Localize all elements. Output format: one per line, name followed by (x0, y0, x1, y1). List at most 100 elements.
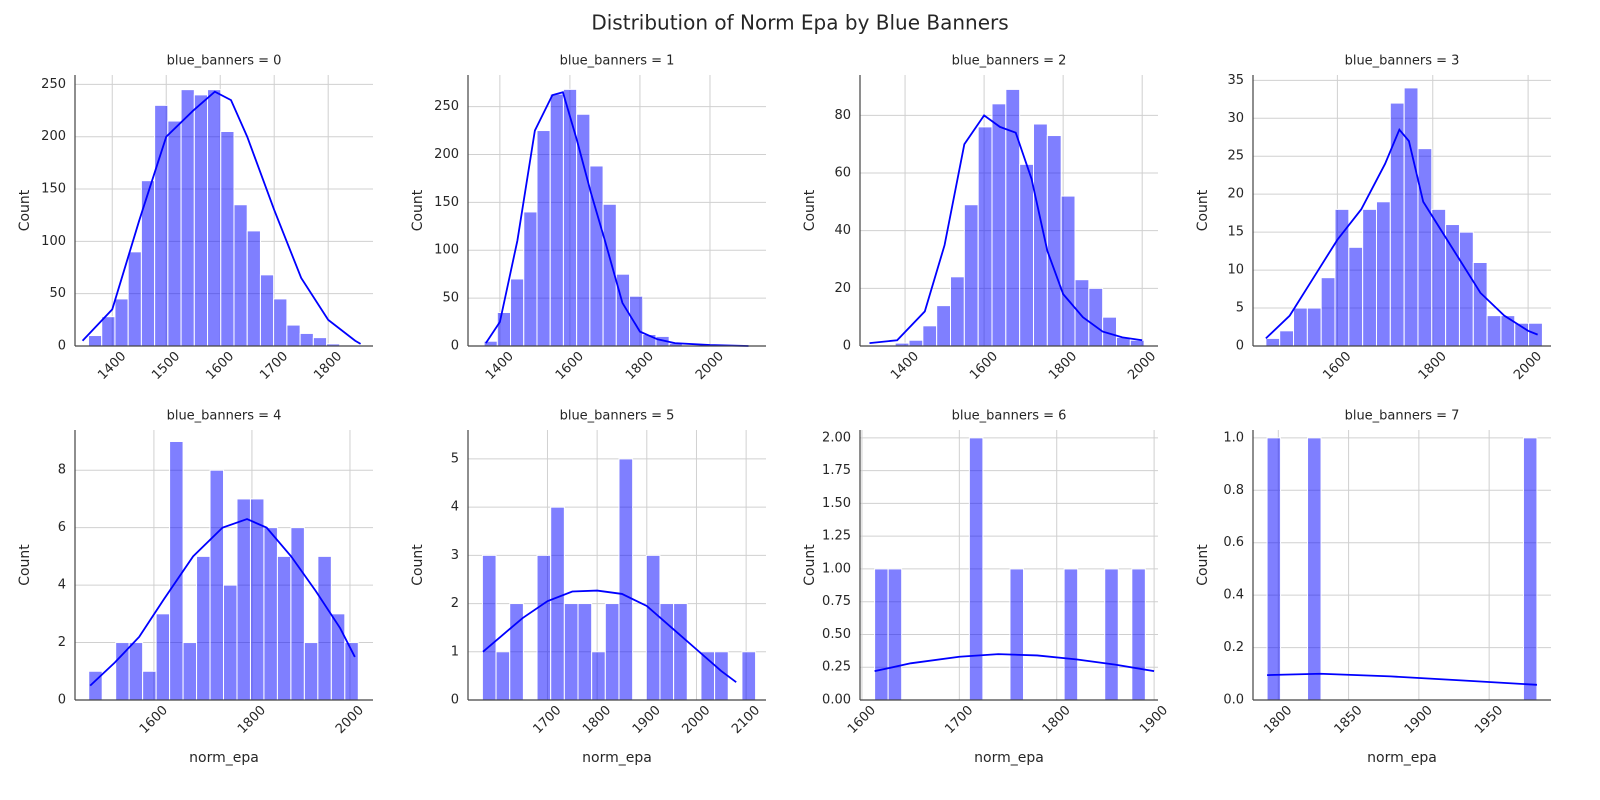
histogram-bar (874, 568, 889, 701)
histogram-bar (563, 603, 579, 701)
histogram-bar (1307, 437, 1322, 701)
x-tick-label: 1800 (1261, 703, 1295, 737)
histogram-bar (481, 554, 497, 701)
y-tick-label: 60 (834, 166, 851, 181)
histogram-bar (196, 555, 211, 701)
y-tick-label: 2 (58, 635, 66, 650)
histogram-bar (510, 278, 525, 347)
histogram-bar (193, 94, 209, 347)
histogram-bar (236, 498, 251, 701)
y-tick-label: 100 (41, 234, 66, 249)
histogram-bar (577, 603, 593, 701)
y-tick-label: 40 (834, 223, 851, 238)
y-tick-label: 0 (451, 693, 459, 708)
histogram-bar (263, 527, 278, 701)
histogram-bar (276, 555, 292, 701)
x-tick-label: 1400 (95, 349, 129, 383)
histogram-bar (1266, 437, 1282, 701)
x-tick-label: 1700 (530, 703, 564, 737)
y-tick-label: 4 (58, 578, 66, 593)
histogram-bar (1131, 568, 1146, 701)
y-axis-label: Count (802, 189, 818, 231)
histogram-bar (618, 458, 634, 701)
y-tick-label: 50 (49, 286, 66, 301)
y-tick-label: 0 (1236, 339, 1244, 354)
histogram-bar (312, 337, 328, 347)
y-tick-label: 50 (442, 291, 459, 306)
y-tick-label: 0 (451, 339, 459, 354)
histogram-bar (536, 130, 551, 347)
histogram-bar (991, 103, 1007, 347)
y-tick-label: 0.8 (1223, 483, 1244, 498)
y-tick-label: 250 (434, 99, 459, 114)
histogram-bar (922, 325, 938, 347)
histogram-bar (1389, 102, 1405, 347)
histogram-bar (167, 120, 182, 347)
histogram-bar (220, 131, 235, 347)
x-tick-label: 1800 (580, 703, 614, 737)
x-tick-label: 1600 (845, 703, 879, 737)
y-tick-label: 25 (1227, 149, 1244, 164)
histogram-bar (887, 568, 903, 701)
histogram-bar (1088, 287, 1104, 347)
y-tick-label: 15 (1227, 225, 1244, 240)
subplot-title: blue_banners = 1 (560, 54, 675, 69)
x-tick-label: 1500 (149, 349, 183, 383)
x-tick-label: 1800 (1046, 349, 1080, 383)
histogram-bar (1458, 231, 1474, 347)
y-tick-label: 1 (451, 644, 459, 659)
y-tick-label: 0.00 (822, 693, 851, 708)
kde-line (485, 91, 749, 347)
histogram-bar (1431, 208, 1447, 347)
histogram-bar (127, 251, 142, 347)
histogram-bar (1060, 195, 1076, 347)
y-axis-label: Count (17, 544, 33, 586)
y-tick-label: 100 (434, 243, 459, 258)
kde-line (81, 90, 362, 345)
y-tick-label: 20 (1227, 187, 1244, 202)
histogram-bar (1348, 246, 1364, 347)
histogram-bar (223, 584, 238, 701)
y-axis-label: Count (17, 189, 33, 231)
histogram-bar (1265, 337, 1281, 347)
histogram-bar (246, 230, 261, 347)
y-tick-label: 10 (1227, 263, 1244, 278)
y-tick-label: 80 (834, 108, 851, 123)
x-tick-label: 1800 (623, 349, 657, 383)
histogram-bar (523, 211, 538, 347)
x-tick-label: 2100 (729, 703, 763, 737)
y-axis-label: Count (1195, 189, 1211, 231)
x-tick-label: 2000 (693, 349, 727, 383)
y-tick-label: 1.00 (822, 561, 851, 576)
y-tick-label: 250 (41, 77, 66, 92)
y-tick-label: 35 (1227, 73, 1244, 88)
histogram-bar (1334, 208, 1350, 347)
y-tick-label: 2 (451, 596, 459, 611)
histogram-bar (180, 89, 195, 347)
y-tick-label: 1.25 (822, 529, 851, 544)
histogram-bar (1417, 148, 1433, 347)
x-tick-label: 1600 (137, 703, 171, 737)
histogram-bar (977, 126, 993, 347)
histogram-bar (1362, 208, 1377, 347)
x-tick-label: 1850 (1332, 703, 1366, 737)
histogram-bar (273, 298, 288, 347)
y-tick-label: 0.25 (822, 660, 851, 675)
histogram-bar (317, 555, 332, 701)
kde-line (1267, 672, 1537, 686)
histogram-bar (1033, 123, 1048, 347)
x-tick-label: 1900 (1137, 703, 1171, 737)
y-tick-label: 0.6 (1223, 535, 1244, 550)
histogram-bar (207, 89, 222, 347)
x-tick-label: 1600 (203, 349, 237, 383)
histogram-bar (155, 613, 171, 701)
histogram-bar (673, 603, 688, 701)
histogram-bar (963, 204, 979, 347)
histogram-bar (154, 104, 169, 347)
histogram-bar (936, 305, 952, 347)
x-tick-label: 1400 (483, 349, 517, 383)
histogram-bar (142, 670, 157, 701)
y-tick-label: 0.50 (822, 627, 851, 642)
histogram-bar (908, 339, 924, 347)
